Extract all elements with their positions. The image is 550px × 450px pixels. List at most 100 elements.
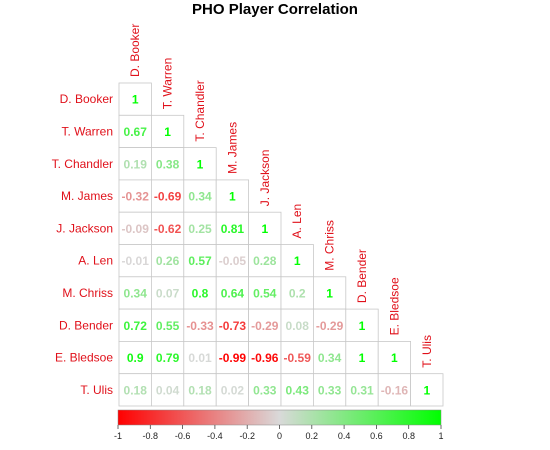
cell-value: 0.38 <box>156 157 180 171</box>
cell-value: 0.9 <box>127 351 144 365</box>
row-label: A. Len <box>78 254 113 268</box>
row-label: T. Ulis <box>80 383 113 397</box>
cell-value: 0.19 <box>124 157 148 171</box>
cell-value: 1 <box>391 351 398 365</box>
cell-value: 0.2 <box>289 286 306 300</box>
heatmap-cell <box>215 373 249 407</box>
colorbar-tick-label: -0.4 <box>207 431 223 441</box>
column-label: D. Bender <box>355 249 369 303</box>
cell-value: -0.73 <box>219 319 247 333</box>
cell-value: 1 <box>423 383 430 397</box>
cell-value: 0.57 <box>188 254 212 268</box>
heatmap-cell <box>118 244 152 278</box>
cell-value: 0.34 <box>188 190 212 204</box>
cell-value: -0.05 <box>219 254 247 268</box>
column-label: J. Jackson <box>258 149 272 206</box>
colorbar-tick-label: -1 <box>114 431 122 441</box>
cell-value: -0.69 <box>154 190 182 204</box>
heatmap-cell <box>150 179 185 213</box>
cell-value: 0.55 <box>156 319 180 333</box>
heatmap-cell <box>248 373 282 407</box>
row-label: M. James <box>61 189 113 203</box>
cell-value: 0.25 <box>188 222 212 236</box>
cell-value: 0.01 <box>188 351 212 365</box>
cell-value: 0.18 <box>124 383 148 397</box>
heatmap-cell <box>118 114 152 149</box>
cell-value: 0.07 <box>156 286 180 300</box>
cell-value: -0.29 <box>251 319 279 333</box>
colorbar-tick-label: 0 <box>277 431 282 441</box>
heatmap-cell <box>183 373 217 407</box>
cell-value: 1 <box>261 222 268 236</box>
heatmap-cell <box>345 373 379 407</box>
heatmap-cell <box>215 211 249 245</box>
cell-value: -0.29 <box>316 319 344 333</box>
cell-value: 0.08 <box>286 319 310 333</box>
heatmap-cell <box>215 340 249 375</box>
colorbar-tick-label: 0.6 <box>370 431 383 441</box>
chart-title: PHO Player Correlation <box>192 1 358 18</box>
cell-value: -0.09 <box>122 222 150 236</box>
cell-value: 0.26 <box>156 254 180 268</box>
heatmap-cell <box>118 308 152 342</box>
heatmap-cell <box>345 308 379 342</box>
heatmap-cell <box>280 340 314 375</box>
heatmap-cell <box>280 244 314 278</box>
cell-value: 0.02 <box>221 383 245 397</box>
row-label: T. Chandler <box>52 157 113 171</box>
column-label: T. Warren <box>161 58 175 110</box>
heatmap-cell <box>280 276 314 310</box>
heatmap-cell <box>118 373 152 407</box>
row-label: D. Booker <box>60 92 113 106</box>
cell-value: 1 <box>132 93 139 107</box>
heatmap-cell <box>183 244 217 278</box>
row-labels: D. Booker T. Warren T. Chandler M. James J. … <box>52 92 114 397</box>
cell-value: -0.62 <box>154 222 182 236</box>
heatmap-cells: 1 0.67 1 0.19 0.38 1 -0.32 -0.69 0.34 1 -0.09 -0.62… <box>118 82 444 407</box>
colorbar: -1 -0.8 -0.6 -0.4 -0.2 0 0.2 0.4 0.6 0.8 1 <box>114 409 444 441</box>
heatmap-cell <box>410 373 444 407</box>
cell-value: 0.64 <box>221 286 245 300</box>
cell-value: 1 <box>229 190 236 204</box>
heatmap-cell <box>215 244 249 278</box>
colorbar-gradient <box>117 409 442 426</box>
heatmap-cell <box>118 82 152 116</box>
heatmap-cell <box>280 373 314 407</box>
cell-value: 0.28 <box>253 254 277 268</box>
heatmap-cell <box>150 276 185 310</box>
column-label: M. Chriss <box>323 220 337 271</box>
cell-value: -0.32 <box>122 190 150 204</box>
column-label: T. Ulis <box>420 335 434 368</box>
cell-value: -0.16 <box>381 383 409 397</box>
cell-value: -0.33 <box>186 319 214 333</box>
cell-value: 0.33 <box>253 383 277 397</box>
heatmap-cell <box>150 373 185 407</box>
row-label: D. Bender <box>59 318 113 332</box>
cell-value: 1 <box>359 351 366 365</box>
cell-value: 0.43 <box>286 383 310 397</box>
row-label: M. Chriss <box>62 286 113 300</box>
cell-value: 1 <box>197 157 204 171</box>
colorbar-tick-label: -0.6 <box>175 431 191 441</box>
heatmap-cell <box>150 211 185 245</box>
cell-value: -0.99 <box>219 351 247 365</box>
cell-value: -0.59 <box>284 351 312 365</box>
column-label: E. Bledsoe <box>387 277 401 335</box>
heatmap-cell <box>183 308 217 342</box>
cell-value: 0.34 <box>318 351 342 365</box>
cell-value: 0.72 <box>124 319 148 333</box>
column-label: D. Booker <box>128 24 142 77</box>
cell-value: 0.34 <box>124 286 148 300</box>
heatmap-cell <box>215 179 249 213</box>
cell-value: 0.04 <box>156 383 180 397</box>
colorbar-tick-label: -0.2 <box>239 431 255 441</box>
heatmap-cell <box>183 147 217 181</box>
colorbar-tick-label: 0.4 <box>338 431 351 441</box>
colorbar-tick-label: 0.8 <box>402 431 415 441</box>
cell-value: 0.31 <box>350 383 374 397</box>
heatmap-cell <box>118 340 152 375</box>
cell-value: 0.67 <box>124 125 148 139</box>
heatmap-cell <box>150 244 185 278</box>
cell-value: 1 <box>326 286 333 300</box>
